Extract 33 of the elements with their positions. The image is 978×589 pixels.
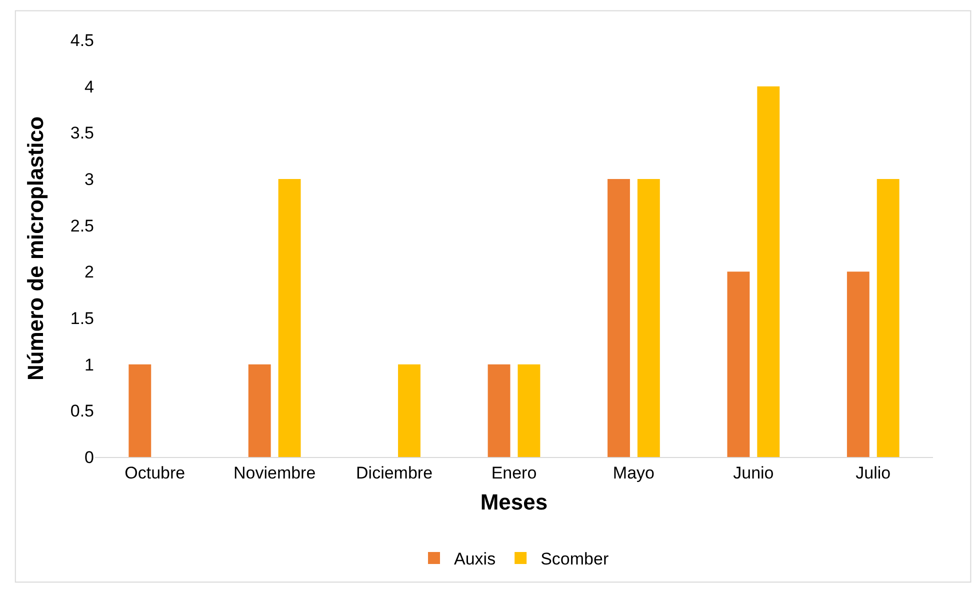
x-tick-label: Mayo: [612, 463, 654, 482]
y-tick-label: 0: [84, 448, 94, 467]
bar: [727, 272, 750, 457]
y-tick-label: 1: [84, 355, 94, 374]
x-tick-label: Octubre: [124, 463, 186, 482]
x-tick-label: Diciembre: [356, 463, 433, 482]
y-tick-label: 2.5: [70, 216, 94, 236]
bar: [757, 86, 780, 457]
y-tick-label: 3.5: [70, 124, 94, 143]
bar: [248, 364, 271, 457]
x-tick-label: Julio: [856, 463, 891, 482]
x-tick-label: Noviembre: [233, 463, 316, 482]
y-tick-label: 4: [84, 77, 94, 96]
y-tick-label: 3: [84, 170, 94, 189]
bar: [488, 364, 510, 457]
bar: [278, 179, 301, 457]
bar: [876, 179, 900, 457]
bar: [398, 364, 420, 457]
y-tick-label: 2: [84, 262, 94, 282]
y-tick-label: 1.5: [70, 308, 94, 328]
legend-label: Auxis: [454, 550, 496, 569]
x-tick-label: Enero: [491, 463, 537, 482]
y-tick-label: 4.5: [70, 30, 94, 50]
bar: [518, 364, 540, 457]
bar: [608, 179, 630, 457]
y-tick-label: 0.5: [70, 402, 94, 421]
bar: [128, 364, 152, 457]
legend-label: Scomber: [540, 550, 609, 569]
x-tick-label: Junio: [733, 463, 774, 482]
y-axis-title: Número de microplastico: [23, 116, 48, 381]
x-axis-title: Meses: [480, 489, 548, 514]
bar: [637, 179, 660, 457]
bar: [846, 272, 870, 457]
